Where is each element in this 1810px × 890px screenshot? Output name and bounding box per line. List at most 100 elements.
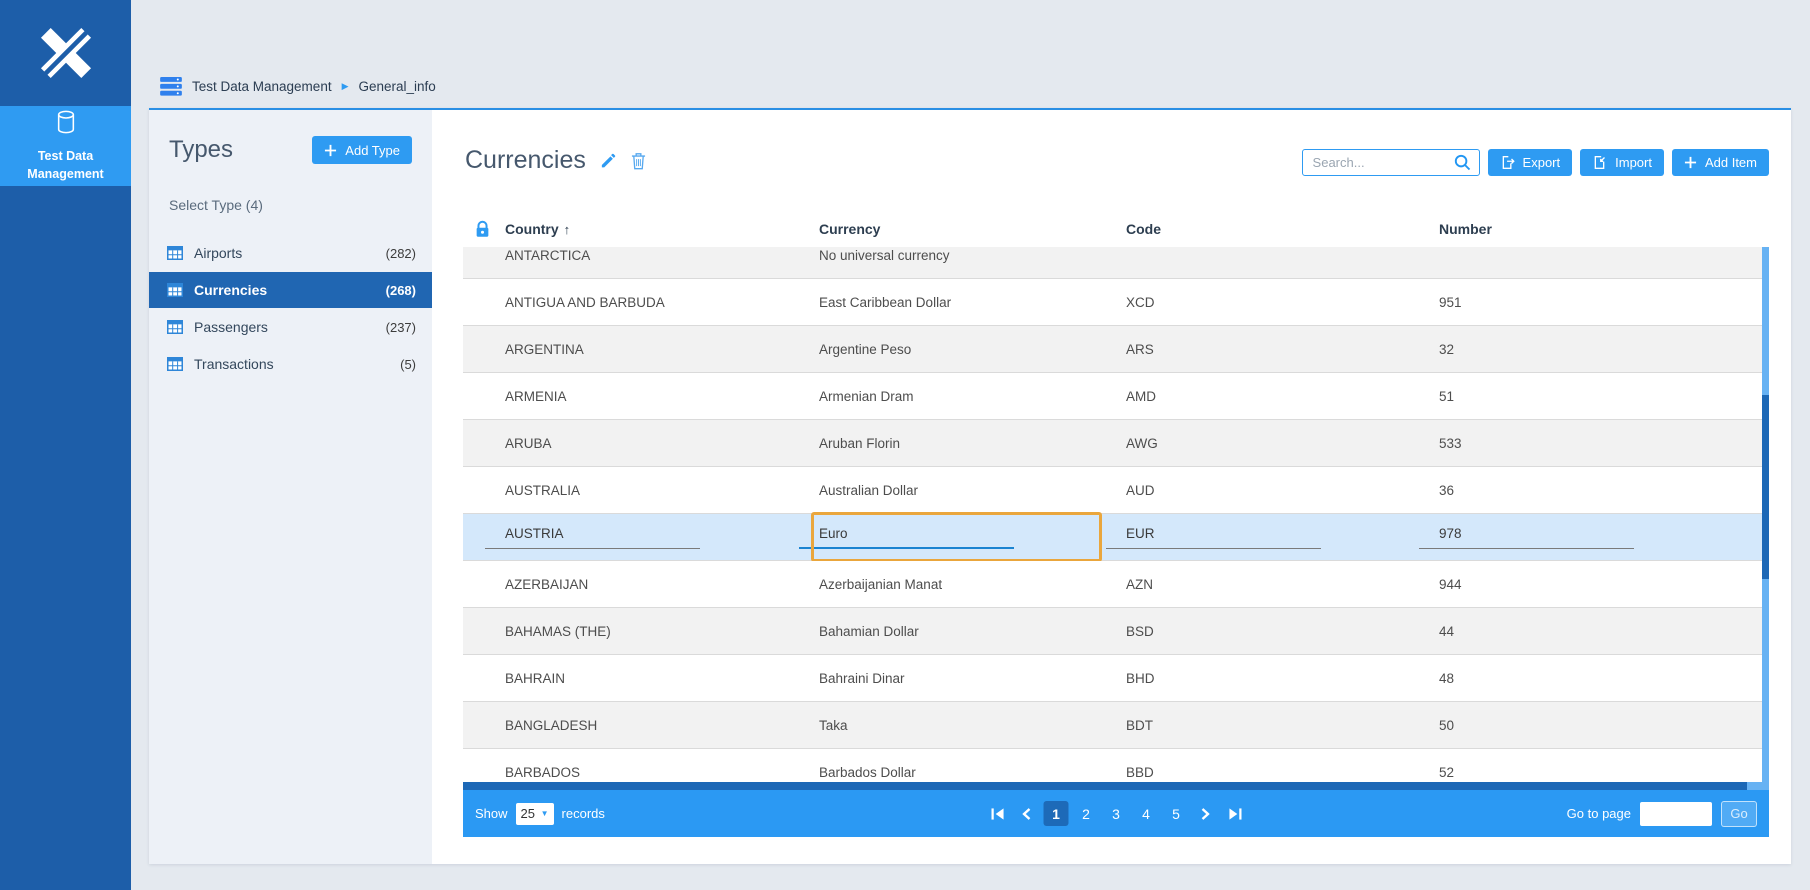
table-body: ANTARCTICANo universal currency ANTIGUA A… [463, 247, 1769, 782]
edit-field-number[interactable]: 978 [1419, 526, 1634, 549]
vertical-scrollbar[interactable] [1762, 247, 1769, 782]
type-item-currencies[interactable]: Currencies(268) [149, 272, 432, 308]
page-button-1[interactable]: 1 [1044, 801, 1069, 826]
cell-currency[interactable]: Bahamian Dollar [819, 624, 1126, 639]
edit-field-code[interactable]: EUR [1106, 526, 1321, 549]
cell-currency[interactable]: Azerbaijanian Manat [819, 577, 1126, 592]
cell-code[interactable]: BBD [1126, 765, 1439, 780]
chevron-down-icon: ▼ [541, 809, 549, 818]
search-box [1302, 149, 1480, 176]
cell-number[interactable]: 52 [1439, 765, 1769, 780]
cell-number[interactable]: 533 [1439, 436, 1769, 451]
edit-field-currency[interactable]: Euro [799, 526, 1014, 549]
add-type-button[interactable]: Add Type [312, 136, 412, 164]
cell-number[interactable]: 51 [1439, 389, 1769, 404]
table-row: AUSTRALIAAustralian DollarAUD36 [463, 467, 1769, 514]
type-item-passengers[interactable]: Passengers(237) [149, 309, 432, 345]
column-header-country[interactable]: Country↑ [505, 221, 819, 237]
cell-currency[interactable]: Bahraini Dinar [819, 671, 1126, 686]
cell-code[interactable]: AMD [1126, 389, 1439, 404]
cell-number[interactable]: 32 [1439, 342, 1769, 357]
cell-country[interactable]: BARBADOS [505, 765, 819, 780]
cell-number[interactable]: 978 [1439, 526, 1769, 549]
cell-currency[interactable]: Australian Dollar [819, 483, 1126, 498]
vertical-scrollbar-thumb[interactable] [1762, 395, 1769, 579]
cell-number[interactable]: 951 [1439, 295, 1769, 310]
column-header-number[interactable]: Number [1439, 221, 1769, 237]
cell-country[interactable]: BAHRAIN [505, 671, 819, 686]
cell-code[interactable]: BSD [1126, 624, 1439, 639]
page-button-5[interactable]: 5 [1164, 801, 1189, 826]
edit-type-button[interactable] [599, 151, 618, 170]
go-button[interactable]: Go [1721, 801, 1757, 827]
last-page-button[interactable] [1223, 801, 1247, 826]
content-card: Types Add Type Select Type (4) Airports(… [149, 108, 1791, 864]
cell-currency[interactable]: Aruban Florin [819, 436, 1126, 451]
search-input[interactable] [1311, 154, 1448, 171]
cell-code[interactable]: ARS [1126, 342, 1439, 357]
cell-code[interactable]: AZN [1126, 577, 1439, 592]
import-icon [1592, 155, 1607, 170]
cell-currency[interactable]: East Caribbean Dollar [819, 295, 1126, 310]
pagination: 12345 [986, 790, 1247, 837]
horizontal-scrollbar-thumb[interactable] [463, 782, 1747, 790]
records-label: records [562, 806, 605, 821]
sidebar: Test Data Management [0, 0, 131, 890]
delete-type-button[interactable] [631, 152, 646, 170]
app-logo[interactable] [0, 0, 131, 106]
page-button-2[interactable]: 2 [1074, 801, 1099, 826]
first-page-button[interactable] [986, 801, 1010, 826]
cell-code[interactable]: EUR [1126, 526, 1439, 549]
cell-country[interactable]: BANGLADESH [505, 718, 819, 733]
cell-code[interactable]: AUD [1126, 483, 1439, 498]
cell-number[interactable]: 44 [1439, 624, 1769, 639]
cell-country[interactable]: ARGENTINA [505, 342, 819, 357]
sidebar-item-test-data-management[interactable]: Test Data Management [0, 106, 131, 186]
export-button[interactable]: Export [1488, 149, 1573, 176]
type-item-airports[interactable]: Airports(282) [149, 235, 432, 271]
cell-country[interactable]: AUSTRIA [505, 526, 819, 549]
app-root: Test Data Management Test Data Managemen… [0, 0, 1810, 890]
page-size-select[interactable]: 25 ▼ [516, 803, 554, 825]
cell-code[interactable]: XCD [1126, 295, 1439, 310]
horizontal-scrollbar[interactable] [463, 782, 1769, 790]
plus-icon [324, 144, 337, 157]
import-button[interactable]: Import [1580, 149, 1664, 176]
cell-country[interactable]: AUSTRALIA [505, 483, 819, 498]
cell-code[interactable]: BDT [1126, 718, 1439, 733]
lock-icon[interactable] [475, 220, 490, 238]
cell-country[interactable]: AZERBAIJAN [505, 577, 819, 592]
previous-page-button[interactable] [1015, 801, 1039, 826]
page-button-3[interactable]: 3 [1104, 801, 1129, 826]
cell-currency[interactable]: Armenian Dram [819, 389, 1126, 404]
cell-currency[interactable]: No universal currency [819, 248, 1126, 263]
cell-country[interactable]: ANTIGUA AND BARBUDA [505, 295, 819, 310]
cell-country[interactable]: BAHAMAS (THE) [505, 624, 819, 639]
column-header-currency[interactable]: Currency [819, 221, 1126, 237]
cell-currency[interactable]: Barbados Dollar [819, 765, 1126, 780]
cell-number[interactable]: 50 [1439, 718, 1769, 733]
type-item-transactions[interactable]: Transactions(5) [149, 346, 432, 382]
edit-field-country[interactable]: AUSTRIA [485, 526, 700, 549]
cell-currency[interactable]: Taka [819, 718, 1126, 733]
cell-number[interactable]: 944 [1439, 577, 1769, 592]
cell-country[interactable]: ARMENIA [505, 389, 819, 404]
cell-country[interactable]: ANTARCTICA [505, 248, 819, 263]
cell-currency[interactable]: Euro [819, 526, 1126, 549]
cell-code[interactable]: AWG [1126, 436, 1439, 451]
column-header-code[interactable]: Code [1126, 221, 1439, 237]
goto-page-input[interactable] [1640, 802, 1712, 826]
table-icon [167, 246, 183, 260]
page-button-4[interactable]: 4 [1134, 801, 1159, 826]
cell-number[interactable]: 36 [1439, 483, 1769, 498]
add-item-button[interactable]: Add Item [1672, 149, 1769, 176]
cell-code[interactable]: BHD [1126, 671, 1439, 686]
cell-number[interactable]: 48 [1439, 671, 1769, 686]
breadcrumb-root[interactable]: Test Data Management [192, 79, 332, 94]
cell-country[interactable]: ARUBA [505, 436, 819, 451]
cell-currency[interactable]: Argentine Peso [819, 342, 1126, 357]
search-icon[interactable] [1454, 154, 1471, 171]
table-row: ANTIGUA AND BARBUDAEast Caribbean Dollar… [463, 279, 1769, 326]
pencil-icon [599, 151, 618, 170]
next-page-button[interactable] [1194, 801, 1218, 826]
